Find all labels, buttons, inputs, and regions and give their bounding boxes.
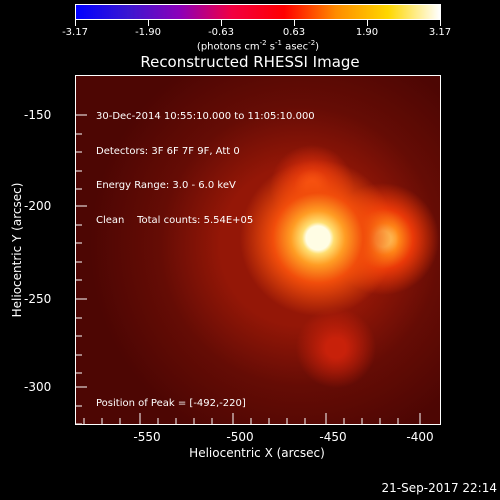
colorbar-ticks (75, 20, 441, 26)
render-timestamp: 21-Sep-2017 22:14 (381, 481, 497, 495)
plot-info-line: Clean Total counts: 5.54E+05 (96, 214, 254, 226)
colorbar-tick (148, 20, 149, 26)
y-tick-label: -300 (24, 380, 52, 394)
x-tick-label: -400 (406, 430, 434, 444)
colorbar-label: -0.63 (208, 27, 234, 38)
rhessi-image-panel: 30-Dec-2014 10:55:10.000 to 11:05:10.000… (75, 75, 441, 425)
colorbar-label: -3.17 (62, 27, 88, 38)
colorbar-label: 1.90 (355, 27, 379, 38)
y-tick-label: -250 (24, 292, 52, 306)
peak-position-text: Position of Peak = [-492,-220] (96, 398, 246, 409)
colorbar (75, 4, 441, 20)
colorbar-tick (221, 20, 222, 26)
colorbar-unit-mid: s (266, 41, 276, 53)
plot-info-line: Detectors: 3F 6F 7F 9F, Att 0 (96, 145, 240, 157)
y-tick-label: -200 (24, 199, 52, 213)
x-tick-label: -550 (133, 430, 161, 444)
colorbar-tick (75, 20, 76, 26)
colorbar-unit-main: (photons cm (196, 41, 260, 53)
colorbar-label: -1.90 (135, 27, 161, 38)
plot-info-line: Energy Range: 3.0 - 6.0 keV (96, 180, 236, 191)
colorbar-tick (440, 20, 441, 26)
x-axis-label: Heliocentric X (arcsec) (189, 446, 325, 460)
colorbar-unit-exp2: -1 (275, 39, 283, 47)
colorbar-tick (294, 20, 295, 26)
y-tick-label: -150 (24, 108, 52, 122)
colorbar-unit-end: ) (315, 41, 320, 53)
plot-title: Reconstructed RHESSI Image (140, 53, 360, 71)
x-tick-label: -500 (226, 430, 254, 444)
colorbar-unit-tail: asec (282, 41, 309, 53)
colorbar-unit: (photons cm-2 s-1 asec-2) (197, 39, 319, 52)
colorbar-tick (367, 20, 368, 26)
y-axis-label: Heliocentric Y (arcsec) (10, 182, 24, 318)
plot-info-line: 30-Dec-2014 10:55:10.000 to 11:05:10.000 (96, 111, 315, 122)
colorbar-label: 0.63 (282, 27, 306, 38)
colorbar-unit-exp1: -2 (259, 39, 267, 47)
colorbar-unit-exp3: -2 (308, 39, 316, 47)
colorbar-label: 3.17 (428, 27, 452, 38)
plot-info-text: 30-Dec-2014 10:55:10.000 to 11:05:10.000… (96, 88, 315, 249)
x-tick-label: -450 (319, 430, 347, 444)
